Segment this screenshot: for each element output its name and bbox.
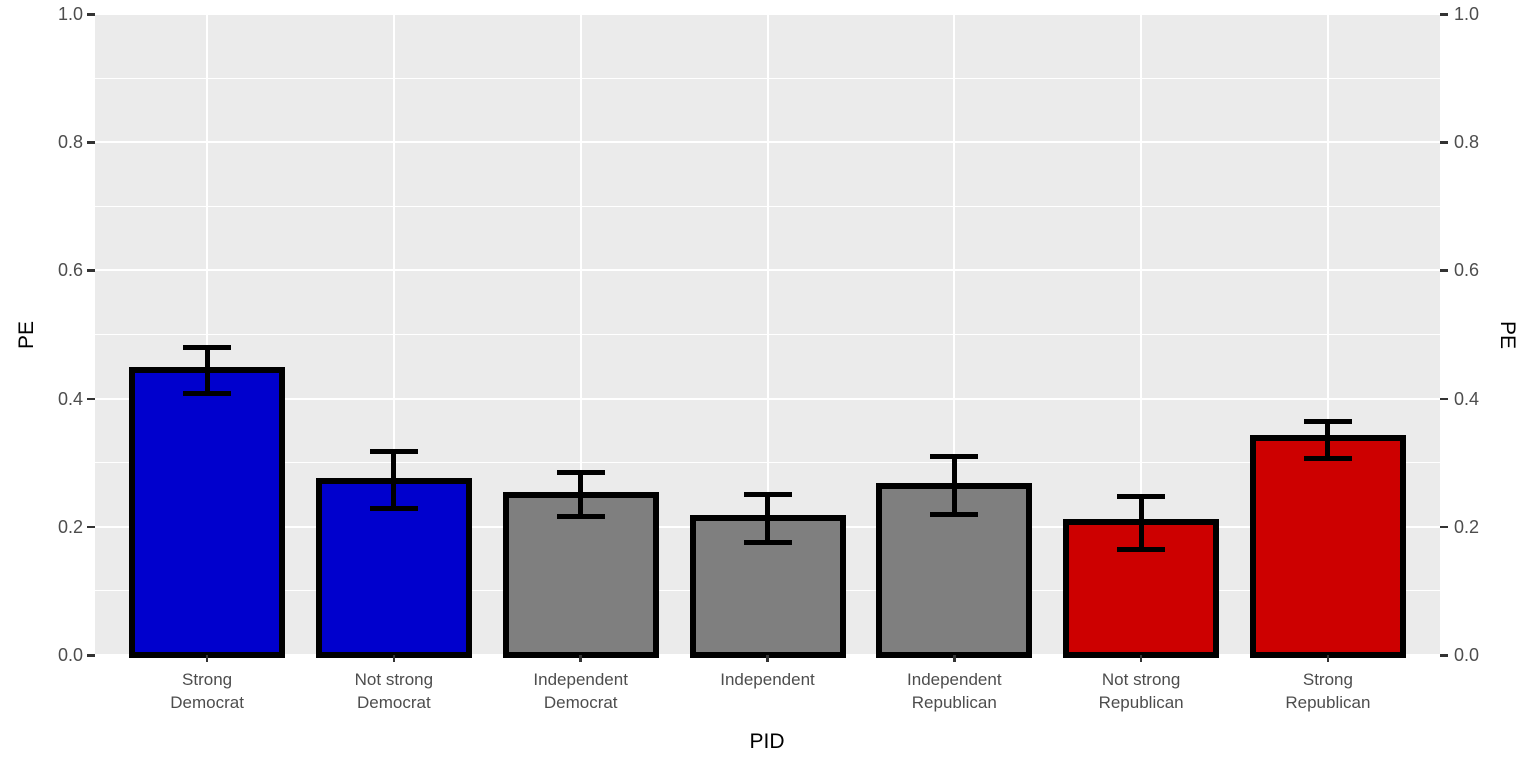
x-axis-title: PID [749,730,785,753]
x-tick [953,655,956,662]
y-tick-right [1440,13,1448,16]
x-category-label-4: Independent [720,670,815,689]
x-category-label-3: Independent Democrat [533,670,628,712]
y-tick-left [87,269,95,272]
y-tick-label-left: 1.0 [57,4,83,24]
error-bar-cap-bottom-3 [556,514,605,520]
y-tick-label-left: 0.6 [57,260,83,281]
error-bar-line-4 [765,494,770,543]
y-axis-title-right: PE [1496,320,1519,349]
x-tick [766,655,769,662]
y-tick-right [1440,397,1448,401]
error-bar-line-3 [578,472,584,517]
x-category-label-6: Not strong Republican [1098,670,1184,712]
error-bar-cap-top-5 [930,454,979,460]
error-bar-cap-top-7 [1303,418,1352,424]
vertical-gridline [1140,14,1143,655]
error-bar-cap-top-6 [1117,493,1166,499]
vertical-gridline [392,14,395,655]
y-tick-left [87,141,95,144]
error-bar-line-5 [951,456,957,515]
error-bar-cap-bottom-5 [930,512,979,518]
y-tick-left [87,525,95,529]
vertical-gridline [766,14,769,655]
y-tick-label-right: 0.0 [1454,645,1480,665]
bar-1 [129,366,286,658]
y-tick-label-left: 0.4 [57,388,83,409]
bar-7 [1249,435,1406,658]
x-tick [392,655,396,662]
y-tick-label-right: 0.4 [1454,388,1480,409]
y-tick-label-right: 1.0 [1454,4,1480,24]
x-category-label-7: Strong Republican [1285,670,1371,712]
y-axis-title-left: PE [15,321,38,350]
x-tick [579,655,582,662]
error-bar-line-1 [204,347,210,394]
y-tick-label-right: 0.6 [1454,260,1480,281]
x-tick [1139,655,1143,662]
error-bar-cap-top-3 [556,469,605,475]
bar-2 [315,477,472,658]
error-bar-line-2 [391,451,397,509]
y-tick-label-right: 0.2 [1454,516,1480,537]
x-tick [1326,655,1330,662]
x-category-label-1: Strong Democrat [170,670,244,712]
error-bar-cap-top-1 [183,344,232,350]
x-tick [205,655,209,662]
y-tick-label-left: 0.8 [57,132,83,153]
x-category-label-5: Independent Republican [907,670,1002,712]
error-bar-cap-bottom-1 [183,390,232,396]
y-tick-right [1440,269,1448,272]
error-bar-line-7 [1325,421,1331,459]
plot-panel [95,13,1440,658]
y-tick-right [1440,654,1448,657]
error-bar-cap-bottom-4 [743,539,792,545]
y-tick-left [87,654,95,657]
y-tick-right [1440,525,1448,529]
error-bar-cap-top-2 [369,449,418,455]
vertical-gridline [579,14,582,655]
y-tick-label-right: 0.8 [1454,132,1480,153]
error-bar-cap-bottom-7 [1303,456,1352,462]
y-tick-right [1440,141,1448,144]
error-bar-cap-bottom-6 [1117,546,1166,552]
y-tick-label-left: 0.0 [57,645,83,665]
error-bar-line-6 [1138,496,1144,550]
y-tick-left [87,397,95,401]
error-bar-cap-bottom-2 [369,506,418,512]
vertical-gridline [206,14,209,655]
vertical-gridline [1326,14,1329,655]
error-bar-cap-top-4 [743,492,792,498]
x-category-label-2: Not strong Democrat [354,670,434,712]
vertical-gridline [953,14,956,655]
y-tick-label-left: 0.2 [57,516,83,537]
y-tick-left [87,13,95,16]
